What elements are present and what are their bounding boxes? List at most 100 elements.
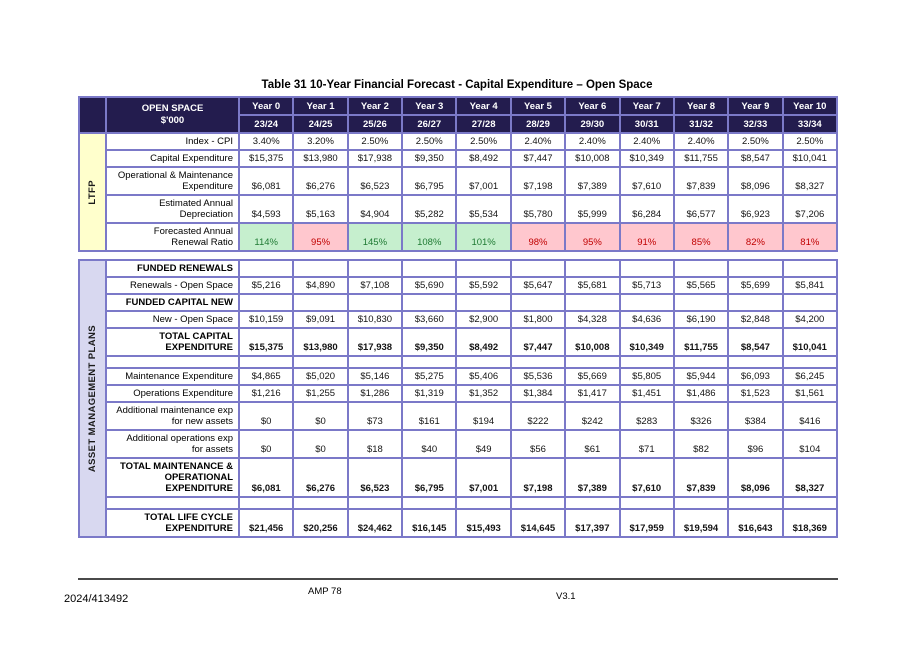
data-cell [781, 496, 839, 510]
data-cell: $242 [564, 401, 621, 431]
table-row: New - Open Space $10,159 $9,091 $10,830 $3,6… [79, 310, 839, 329]
data-cell: 82% [727, 222, 784, 252]
data-cell: $40 [401, 429, 458, 459]
data-cell: $11,755 [672, 327, 730, 357]
data-cell: 101% [455, 222, 512, 252]
data-cell: 2.40% [672, 132, 730, 151]
data-cell: $0 [237, 401, 295, 431]
data-cell: $17,959 [618, 508, 675, 538]
row-label: Additional maintenance exp for new asset… [105, 401, 240, 431]
data-cell [455, 259, 512, 278]
data-cell: $7,389 [564, 166, 621, 196]
data-cell: $384 [727, 401, 784, 431]
data-cell: $5,216 [237, 276, 295, 295]
data-cell: $8,327 [781, 457, 839, 498]
data-cell: $1,216 [237, 384, 295, 403]
data-cell: $20,256 [292, 508, 349, 538]
data-cell: $5,275 [401, 367, 458, 386]
data-cell: $49 [455, 429, 512, 459]
data-cell: $7,198 [509, 166, 567, 196]
table-row [79, 355, 839, 369]
data-cell: $17,938 [346, 149, 404, 168]
fiscal-year-header: 27/28 [455, 114, 512, 134]
data-cell: $5,669 [564, 367, 621, 386]
row-label: Capital Expenditure [105, 149, 240, 168]
data-cell: $104 [781, 429, 839, 459]
data-cell: $1,523 [727, 384, 784, 403]
data-cell: $4,865 [237, 367, 295, 386]
data-cell: $14,645 [509, 508, 567, 538]
data-cell: $1,286 [346, 384, 404, 403]
data-cell: $5,020 [292, 367, 349, 386]
data-cell [401, 259, 458, 278]
data-cell: 2.50% [455, 132, 512, 151]
data-cell [618, 259, 675, 278]
table-row: TOTAL CAPITAL EXPENDITURE $15,375 $13,980 $… [79, 327, 839, 357]
data-cell: $16,145 [401, 508, 458, 538]
data-cell [455, 496, 512, 510]
data-cell: $1,384 [509, 384, 567, 403]
year-header: Year 0 [237, 96, 295, 116]
data-cell [455, 355, 512, 369]
data-cell: $5,592 [455, 276, 512, 295]
data-cell: $6,276 [292, 166, 349, 196]
fiscal-year-header: 25/26 [346, 114, 404, 134]
fiscal-year-header: 29/30 [564, 114, 621, 134]
data-cell: $6,245 [781, 367, 839, 386]
data-cell [509, 259, 567, 278]
data-cell: $8,547 [727, 149, 784, 168]
data-cell [727, 496, 784, 510]
data-cell [564, 355, 621, 369]
data-cell [781, 293, 839, 312]
row-label: Renewals - Open Space [105, 276, 240, 295]
data-cell: $10,041 [781, 327, 839, 357]
data-cell: 108% [401, 222, 458, 252]
data-cell: $7,389 [564, 457, 621, 498]
data-cell: $6,093 [727, 367, 784, 386]
data-cell: $1,486 [672, 384, 730, 403]
data-cell [237, 259, 295, 278]
data-cell: $5,565 [672, 276, 730, 295]
data-cell: $0 [292, 401, 349, 431]
row-label: Operational & Maintenance Expenditure [105, 166, 240, 196]
data-cell: $222 [509, 401, 567, 431]
row-label: FUNDED RENEWALS [105, 259, 240, 278]
data-cell: $5,999 [564, 194, 621, 224]
data-cell: $15,375 [237, 327, 295, 357]
data-cell: $8,096 [727, 166, 784, 196]
data-cell: $5,690 [401, 276, 458, 295]
data-cell: $9,091 [292, 310, 349, 329]
data-cell: $6,284 [618, 194, 675, 224]
footer-version: V3.1 [556, 591, 576, 602]
data-cell [346, 259, 404, 278]
footer-doc-title: AMP 78 [308, 586, 342, 597]
data-cell [401, 496, 458, 510]
year-header: Year 4 [455, 96, 512, 116]
data-cell: $10,159 [237, 310, 295, 329]
data-cell: $6,190 [672, 310, 730, 329]
data-cell [672, 293, 730, 312]
year-header: Year 3 [401, 96, 458, 116]
data-cell: $18 [346, 429, 404, 459]
data-cell [727, 293, 784, 312]
data-cell: $0 [237, 429, 295, 459]
data-cell: 91% [618, 222, 675, 252]
data-cell [346, 496, 404, 510]
data-cell: $10,041 [781, 149, 839, 168]
table-row: TOTAL MAINTENANCE & OPERATIONAL EXPENDIT… [79, 457, 839, 498]
data-cell: $1,255 [292, 384, 349, 403]
fiscal-year-header: 24/25 [292, 114, 349, 134]
data-cell: $5,163 [292, 194, 349, 224]
data-cell: $96 [727, 429, 784, 459]
data-cell [509, 496, 567, 510]
table-row: Operations Expenditure $1,216 $1,255 $1,286… [79, 384, 839, 403]
data-cell [564, 293, 621, 312]
table-group-title: OPEN SPACE $'000 [105, 96, 240, 134]
data-cell: $18,369 [781, 508, 839, 538]
data-cell [346, 355, 404, 369]
data-cell: 98% [509, 222, 567, 252]
data-cell [237, 496, 295, 510]
row-label: TOTAL LIFE CYCLE EXPENDITURE [105, 508, 240, 538]
fiscal-year-header: 32/33 [727, 114, 784, 134]
data-cell: $7,610 [618, 457, 675, 498]
